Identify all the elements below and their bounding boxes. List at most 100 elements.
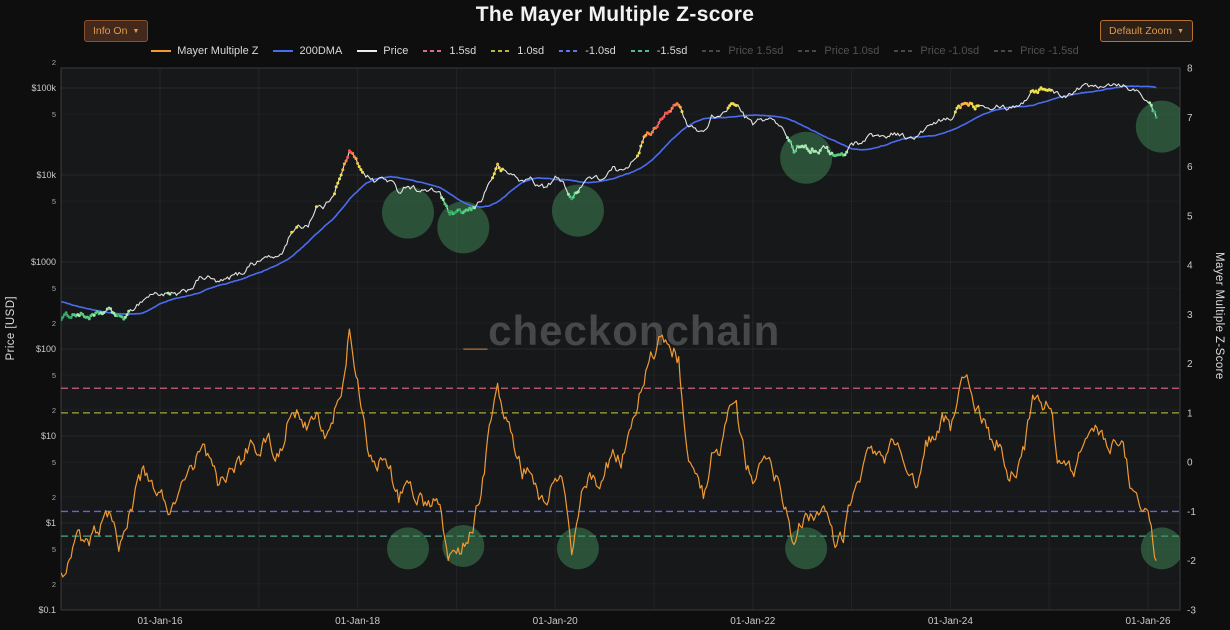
y-right-tick-label: 3 [1187,310,1193,321]
y-left-tick-label: $1 [46,518,56,528]
price-dot [92,313,96,317]
price-dot [1154,115,1158,119]
price-dot [61,315,65,319]
price-dot [441,198,445,201]
y-right-tick-label: 4 [1187,261,1193,272]
x-tick-label: 01-Jan-16 [137,616,182,627]
price-dot [109,307,113,311]
price-dot [967,103,970,107]
x-tick-label: 01-Jan-20 [533,616,578,627]
price-dot [955,106,959,110]
legend-item-200dma[interactable]: 200DMA [273,45,342,57]
price-dot [734,104,738,107]
price-dot [644,133,648,137]
price-dot [491,176,495,180]
price-dot [102,311,106,314]
price-dot [818,148,822,152]
legend-swatch [423,50,444,52]
legend-item-1.0sd[interactable]: 1.0sd [491,45,544,57]
legend-item-price-1.5sd[interactable]: Price 1.5sd [702,45,783,57]
price-dot [69,316,73,320]
price-dot [1049,88,1053,92]
legend-item-1.5sd[interactable]: 1.5sd [423,45,476,57]
default-zoom-button[interactable]: Default Zoom ▼ [1100,20,1193,42]
price-dot [125,313,129,317]
legend-label: Price 1.0sd [824,45,880,57]
price-dot [295,225,299,229]
price-dot [333,192,336,196]
price-dot [976,104,980,108]
price-dot [336,181,340,185]
y-left-tick-label: $100 [36,344,56,354]
highlight-circle-zscore [386,527,429,570]
y-left-tick-label: 5 [52,371,56,380]
legend-label: Price 1.5sd [728,45,784,57]
y-right-tick-label: -3 [1187,606,1196,617]
price-dot [359,168,363,172]
legend-label: -1.0sd [585,45,616,57]
price-dot [571,195,575,199]
price-dot [95,310,99,313]
legend-item-1.5sd[interactable]: -1.5sd [630,45,687,57]
legend-item-price-1.5sd[interactable]: Price -1.5sd [994,45,1079,57]
price-dot [808,151,812,155]
legend-item-price-1.0sd[interactable]: Price -1.0sd [894,45,979,57]
price-dot [290,230,294,234]
price-dot [440,196,444,199]
price-dot [825,145,829,149]
price-dot [970,102,974,106]
price-dot [1149,103,1153,107]
y-right-tick-label: 5 [1187,211,1193,222]
highlight-circle-zscore [785,527,828,570]
price-dot [804,144,807,148]
price-dot [501,167,504,171]
caret-down-icon: ▼ [132,27,140,35]
highlight-circle-price [780,131,833,184]
legend-item-price[interactable]: Price [357,45,408,57]
price-dot [785,136,789,140]
y-right-tick-label: 0 [1187,458,1193,469]
y-left-tick-label: $10k [36,170,56,180]
price-dot [450,210,453,214]
price-dot [346,155,350,159]
legend-swatch [798,50,819,52]
price-dot [728,104,732,108]
legend-item-1.0sd[interactable]: -1.0sd [559,45,616,57]
price-dot [494,167,498,171]
price-dot [81,312,85,316]
y-right-tick-label: 2 [1187,359,1193,370]
y-right-tick-label: -1 [1187,507,1196,518]
price-dot [662,115,666,119]
price-dot [678,105,682,109]
price-dot [810,147,814,151]
price-dot [351,152,355,155]
legend-swatch [357,50,378,52]
y-left-tick-label: $10 [41,431,56,441]
legend-swatch [994,50,1015,52]
y-left-tick-label: $0.1 [38,605,56,615]
legend-item-mayer-multiple-z[interactable]: Mayer Multiple Z [151,45,258,57]
x-tick-label: 01-Jan-22 [730,616,775,627]
price-dot [446,209,450,213]
info-on-button[interactable]: Info On ▼ [84,20,149,42]
legend-label: Price -1.5sd [1020,45,1079,57]
caret-down-icon: ▼ [1177,27,1184,35]
x-tick-label: 01-Jan-26 [1125,616,1170,627]
price-dot [492,172,496,176]
series-mayer-z [61,328,1157,578]
price-dot [458,208,462,212]
price-dot [496,162,500,166]
price-dot [120,315,124,319]
highlight-circle-price [551,184,604,237]
highlight-circle-zscore [442,524,485,567]
price-dot [445,204,448,208]
legend-swatch [491,50,512,52]
price-dot [650,130,654,134]
price-dot [338,177,341,181]
price-dot [972,105,975,109]
price-dot [448,212,452,216]
legend-item-price-1.0sd[interactable]: Price 1.0sd [798,45,879,57]
y-right-tick-label: 6 [1187,162,1193,173]
price-dot [168,292,172,296]
y-left-tick-label: 5 [52,284,56,293]
